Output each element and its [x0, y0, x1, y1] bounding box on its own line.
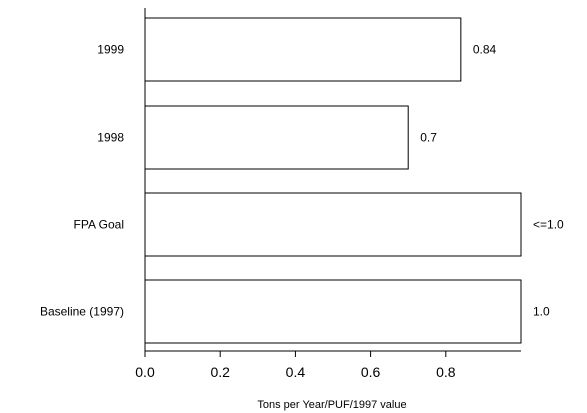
value-label-2: <=1.0 [533, 218, 564, 232]
x-tick-label-3: 0.6 [361, 364, 381, 380]
x-axis-title: Tons per Year/PUF/1997 value [257, 399, 406, 411]
category-label-2: FPA Goal [74, 218, 124, 232]
bar-3 [144, 279, 522, 344]
category-label-0: 1999 [97, 43, 124, 57]
value-label-3: 1.0 [533, 305, 550, 319]
bar-0 [144, 17, 462, 82]
bar-2 [144, 192, 522, 257]
x-tick-label-1: 0.2 [210, 364, 230, 380]
x-tick-label-4: 0.8 [436, 364, 456, 380]
bars-layer: 1999 0.84 1998 0.7 FPA Goal <=1.0 Baseline (19… [40, 17, 564, 344]
category-label-1: 1998 [97, 131, 124, 145]
x-tick-label-0: 0.0 [135, 364, 155, 380]
value-label-0: 0.84 [473, 43, 497, 57]
bar-1 [144, 105, 409, 170]
category-label-3: Baseline (1997) [40, 305, 124, 319]
x-tick-label-2: 0.4 [286, 364, 306, 380]
value-label-1: 0.7 [420, 131, 437, 145]
x-ticks-layer: 0.0 0.2 0.4 0.6 0.8 [135, 351, 456, 380]
